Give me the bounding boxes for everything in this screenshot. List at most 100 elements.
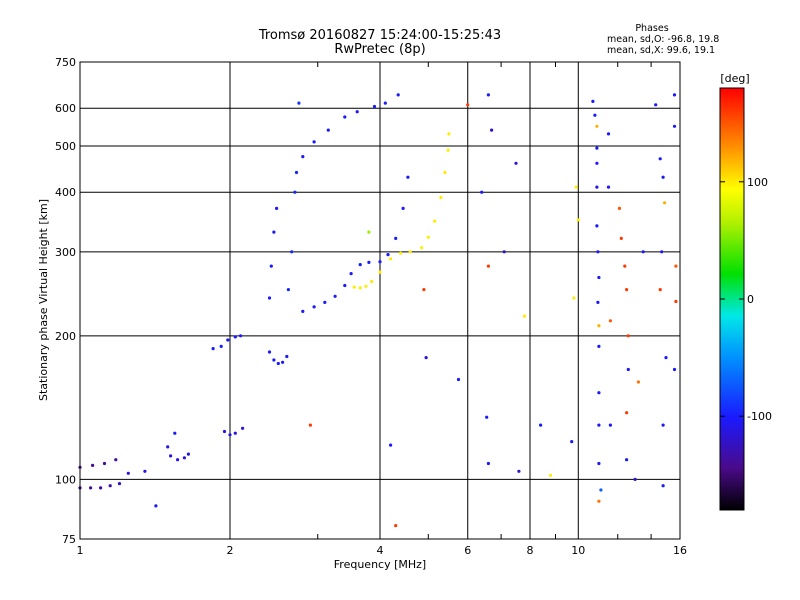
data-point-o — [233, 335, 237, 339]
data-point-o — [293, 190, 297, 194]
data-point-noise — [514, 161, 518, 165]
data-point-o — [275, 206, 279, 210]
data-point-noise — [424, 356, 428, 360]
data-point-o — [176, 458, 180, 462]
data-point-noise — [672, 124, 677, 128]
data-point-x — [378, 270, 382, 274]
data-point-o — [386, 253, 390, 257]
data-point-o — [378, 260, 382, 264]
colorbar-tick-label: -100 — [747, 410, 772, 423]
data-point-noise — [596, 300, 600, 304]
data-point-o — [239, 334, 243, 338]
data-point-x — [446, 148, 450, 152]
data-point-noise — [658, 157, 662, 161]
data-point-noise — [617, 206, 622, 210]
data-point-o — [383, 101, 387, 105]
data-point-noise — [486, 93, 490, 97]
data-point-noise — [625, 411, 629, 415]
data-point-noise — [597, 275, 601, 280]
data-point-noise — [664, 356, 668, 360]
data-point-o — [272, 230, 276, 234]
data-point-noise — [597, 344, 601, 348]
data-point-x — [439, 195, 443, 200]
data-point-o — [269, 264, 273, 268]
data-point-noise — [502, 250, 506, 254]
data-point-o — [267, 296, 272, 300]
data-point-noise — [674, 299, 678, 304]
data-point-o — [367, 260, 371, 264]
data-point-noise — [394, 524, 398, 528]
data-point-o — [99, 486, 103, 490]
data-point-o — [312, 140, 316, 144]
data-point-noise — [595, 146, 599, 150]
y-tick-label: 100 — [55, 473, 76, 486]
data-point-noise — [663, 201, 667, 205]
data-point-noise — [597, 324, 601, 328]
data-point-o — [326, 128, 330, 132]
data-point-o — [267, 350, 272, 354]
data-point-noise — [593, 113, 597, 117]
data-point-noise — [297, 101, 301, 105]
data-point-o — [102, 461, 107, 466]
data-point-noise — [599, 488, 603, 492]
data-point-o — [355, 110, 359, 114]
data-point-noise — [522, 314, 527, 318]
data-point-noise — [606, 132, 611, 136]
data-point-noise — [389, 443, 393, 447]
x-tick-label: 10 — [571, 544, 585, 557]
data-point-noise — [486, 461, 490, 466]
data-point-o — [285, 354, 289, 359]
data-point-noise — [154, 504, 158, 508]
data-point-noise — [623, 264, 627, 268]
data-point-o — [276, 361, 280, 366]
data-point-noise — [625, 288, 629, 292]
data-point-noise — [570, 440, 574, 444]
data-point-x — [443, 170, 447, 175]
colorbar-ticks: 100 0 -100 — [720, 176, 772, 423]
data-point-o — [394, 236, 398, 240]
chart-title: Tromsø 20160827 15:24:00-15:25:43 — [258, 28, 501, 43]
data-point-noise — [308, 423, 312, 427]
data-point-noise — [485, 415, 489, 419]
data-point-noise — [480, 190, 484, 194]
x-tick-label: 2 — [227, 544, 234, 557]
data-point-x — [370, 279, 374, 284]
data-point-noise — [466, 103, 470, 107]
data-point-x — [447, 132, 451, 136]
data-point-noise — [517, 469, 521, 473]
data-point-noise — [595, 185, 599, 189]
data-point-noise — [633, 477, 637, 481]
data-point-noise — [367, 230, 371, 234]
data-point-o — [226, 338, 230, 342]
data-point-o — [333, 294, 337, 298]
data-point-o — [166, 445, 170, 449]
data-point-noise — [626, 367, 630, 372]
data-point-noise — [608, 423, 613, 427]
y-tick-label: 300 — [55, 246, 76, 259]
data-point-o — [294, 170, 299, 175]
data-point-noise — [597, 461, 601, 466]
data-point-noise — [619, 236, 623, 240]
data-point-o — [169, 454, 173, 458]
plot-frame — [79, 61, 681, 540]
data-point-noise — [591, 99, 595, 103]
data-point-noise — [143, 469, 147, 473]
data-point-noise — [126, 471, 130, 475]
data-point-o — [114, 458, 118, 462]
data-point-noise — [661, 423, 665, 427]
data-point-o — [89, 486, 93, 490]
y-tick-label: 200 — [55, 330, 76, 343]
data-point-o — [182, 456, 186, 460]
data-point-x — [389, 257, 393, 261]
data-point-o — [343, 115, 347, 119]
chart-subtitle: RwPretec (8p) — [334, 42, 425, 57]
data-point-noise — [539, 423, 543, 427]
data-point-noise — [672, 367, 677, 372]
data-point-noise — [654, 103, 658, 107]
data-point-noise — [658, 288, 662, 292]
data-point-noise — [572, 296, 576, 300]
data-point-o — [233, 431, 237, 435]
data-point-o — [211, 347, 215, 351]
data-point-o — [272, 358, 276, 362]
